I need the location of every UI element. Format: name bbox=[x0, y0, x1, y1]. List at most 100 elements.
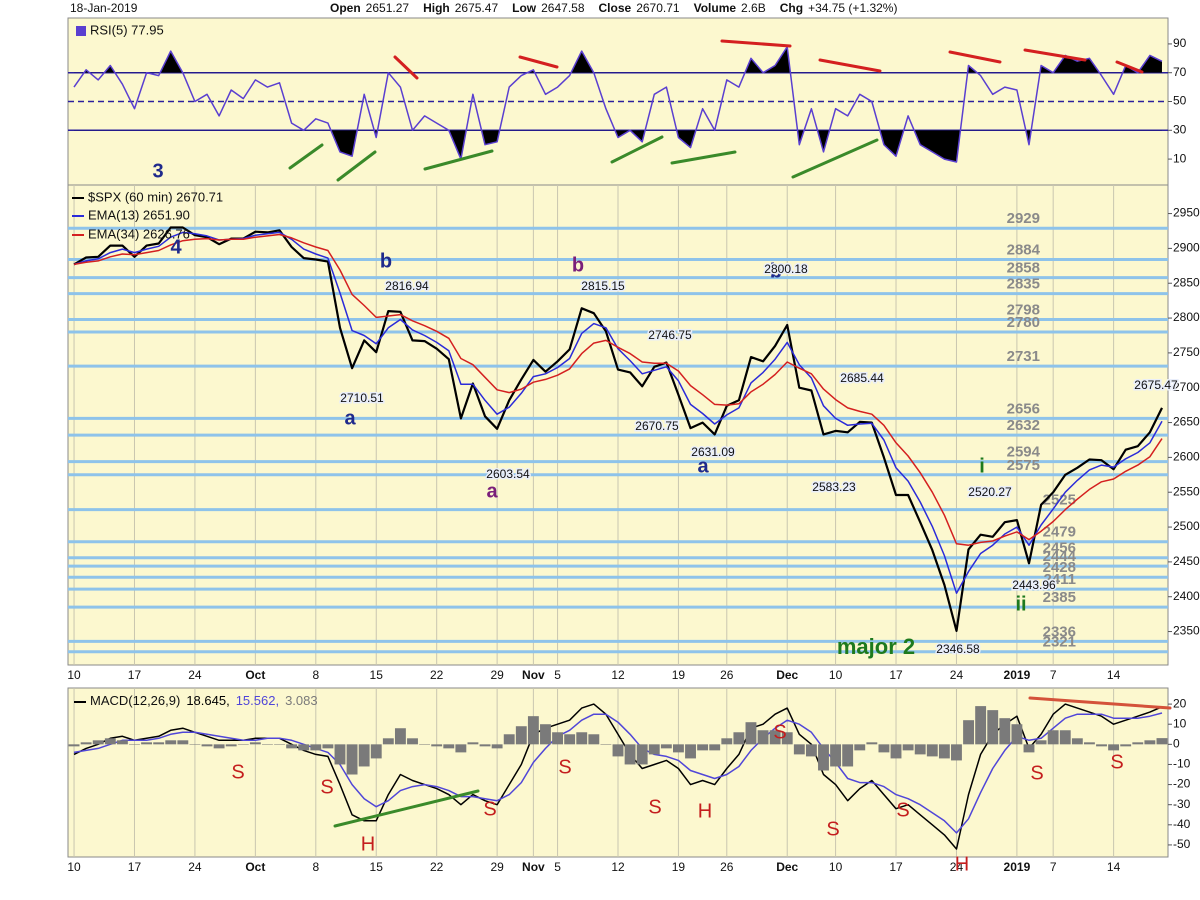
y-tick-label: -40 bbox=[1173, 817, 1191, 831]
series-line bbox=[73, 226, 1163, 632]
histogram-bar bbox=[479, 744, 491, 747]
x-tick-label: 10 bbox=[829, 860, 843, 874]
price-annotations: 3 4 b b b a a a i ii major 2 2816.94 281… bbox=[152, 160, 1179, 659]
y-tick-label: 2750 bbox=[1173, 345, 1200, 359]
wave-label: b bbox=[770, 260, 782, 282]
histogram-bar bbox=[92, 740, 104, 745]
histogram-bar bbox=[805, 744, 817, 757]
histogram-bar bbox=[225, 744, 237, 747]
wave-label: 3 bbox=[152, 160, 163, 182]
histogram-bar bbox=[963, 720, 974, 745]
level-label: 2575 bbox=[1007, 457, 1040, 474]
histogram-bar bbox=[370, 744, 382, 759]
histogram-bar bbox=[1108, 744, 1120, 751]
wave-label: major 2 bbox=[837, 634, 915, 659]
wave-label: b bbox=[380, 250, 392, 272]
wave-label: 4 bbox=[170, 236, 182, 258]
histogram-bar bbox=[588, 734, 600, 745]
price-legend: $SPX (60 min) 2670.71 bbox=[88, 189, 223, 204]
x-tick-label: 8 bbox=[312, 860, 319, 874]
quote-value: 2647.58 bbox=[541, 1, 585, 15]
level-label: 2731 bbox=[1007, 348, 1040, 365]
price-legend: EMA(34) 2626.76 bbox=[88, 226, 190, 241]
histogram-bar bbox=[866, 742, 878, 745]
series-line bbox=[73, 703, 1163, 850]
histogram-bar bbox=[660, 744, 672, 749]
y-tick-label: 90 bbox=[1173, 36, 1187, 50]
x-tick-label: 15 bbox=[370, 860, 384, 874]
y-tick-label: 2850 bbox=[1173, 275, 1200, 289]
level-label: 2444 bbox=[1043, 548, 1077, 565]
histogram-bar bbox=[914, 744, 926, 755]
rsi-legend: RSI(5) 77.95 bbox=[90, 22, 164, 37]
macd-note: S bbox=[826, 818, 839, 840]
histogram-bar bbox=[721, 738, 733, 745]
y-tick-label: 50 bbox=[1173, 94, 1187, 108]
macd-note: S bbox=[483, 798, 496, 820]
x-tick-label: 10 bbox=[829, 668, 843, 682]
histogram-bar bbox=[890, 744, 902, 759]
quote-value: 2670.71 bbox=[636, 1, 680, 15]
level-label: 2385 bbox=[1043, 589, 1076, 606]
level-label: 2656 bbox=[1007, 400, 1040, 417]
x-tick-label: 10 bbox=[67, 860, 81, 874]
x-tick-label: 22 bbox=[430, 668, 444, 682]
price-legend: EMA(13) 2651.90 bbox=[88, 207, 190, 222]
histogram-bar bbox=[213, 744, 225, 749]
price-note: 2346.58 bbox=[936, 642, 980, 656]
quote-label: Chg bbox=[780, 1, 803, 15]
x-tick-label: 5 bbox=[554, 860, 561, 874]
price-note: 2710.51 bbox=[340, 391, 384, 405]
histogram-bar bbox=[262, 744, 273, 745]
level-label: 2780 bbox=[1007, 314, 1040, 331]
quote-value: 2675.47 bbox=[455, 1, 499, 15]
histogram-bar bbox=[769, 730, 781, 745]
histogram-bar bbox=[793, 744, 805, 755]
price-note: 2800.18 bbox=[764, 262, 808, 276]
x-tick-label: 22 bbox=[430, 860, 444, 874]
x-tick-label: Oct bbox=[245, 668, 265, 682]
level-label: 2479 bbox=[1043, 524, 1076, 541]
wave-label: i bbox=[979, 455, 985, 477]
price-note: 2631.09 bbox=[691, 445, 735, 459]
histogram-bar bbox=[745, 722, 757, 745]
histogram-bar bbox=[733, 732, 745, 745]
legend-entry: 3.083 bbox=[285, 693, 318, 708]
x-tick-label: 26 bbox=[720, 668, 734, 682]
histogram-bar bbox=[1059, 730, 1071, 745]
wave-label: a bbox=[486, 480, 498, 502]
rsi-layer: 10 30 50 70 90 bbox=[68, 36, 1187, 165]
x-tick-label: 24 bbox=[950, 668, 964, 682]
x-tick-label: 14 bbox=[1107, 860, 1121, 874]
level-label: 2929 bbox=[1007, 210, 1040, 227]
histogram-bar bbox=[1023, 744, 1035, 753]
price-note: 2685.44 bbox=[840, 371, 884, 385]
histogram-bar bbox=[431, 744, 443, 747]
quote: Open 2651.27 High 2675.47 Low 2647.58 Close 267… bbox=[330, 1, 897, 15]
histogram-bar bbox=[298, 744, 310, 751]
y-tick-label: 2350 bbox=[1173, 624, 1200, 638]
x-tick-label: 7 bbox=[1050, 668, 1057, 682]
histogram-bar bbox=[358, 744, 370, 767]
x-tick-label: 2019 bbox=[1004, 860, 1031, 874]
price-note: 2443.96 bbox=[1012, 578, 1056, 592]
price-note: 2815.15 bbox=[581, 279, 625, 293]
x-tick-label: 15 bbox=[370, 668, 384, 682]
histogram-bar bbox=[673, 744, 684, 753]
level-label: 2456 bbox=[1043, 540, 1076, 557]
y-tick-label: 2900 bbox=[1173, 241, 1200, 255]
histogram-bar bbox=[141, 742, 153, 745]
y-tick-label: -20 bbox=[1173, 777, 1191, 791]
macd-note: H bbox=[361, 833, 375, 855]
histogram-bar bbox=[975, 706, 987, 745]
histogram-bar bbox=[80, 742, 92, 745]
histogram-bar bbox=[153, 742, 165, 745]
histogram-bar bbox=[999, 718, 1011, 745]
histogram-bar bbox=[394, 728, 406, 745]
level-label: 2336 bbox=[1043, 623, 1076, 640]
histogram-bar bbox=[419, 744, 431, 745]
level-label: 2428 bbox=[1043, 559, 1076, 576]
histogram-bar bbox=[564, 734, 576, 745]
histogram-bar bbox=[407, 738, 418, 745]
